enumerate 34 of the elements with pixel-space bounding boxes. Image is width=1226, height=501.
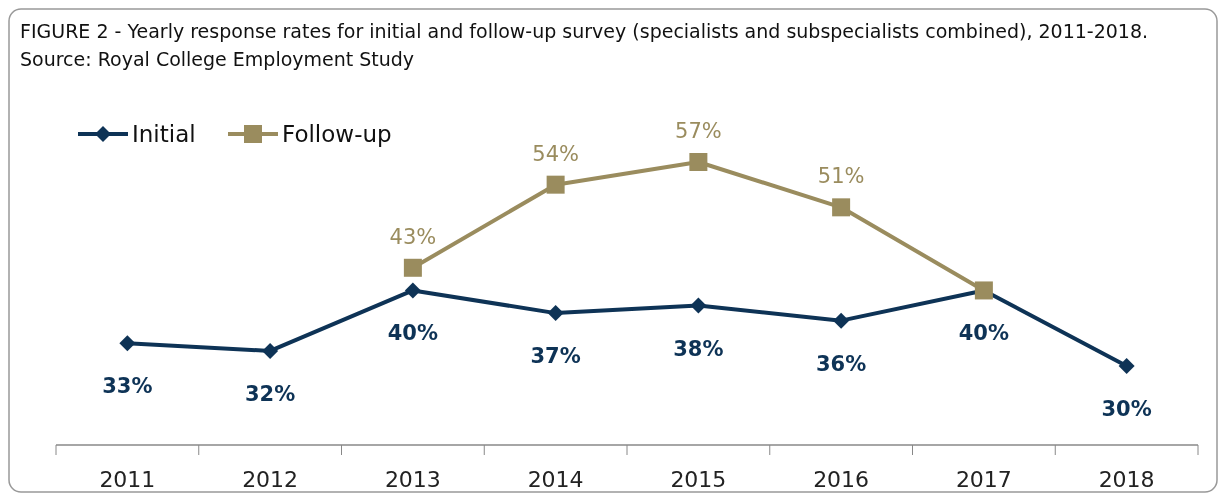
x-tick-label: 2015 [670, 467, 727, 492]
legend-label: Follow-up [282, 121, 392, 147]
point [690, 297, 707, 314]
point [119, 335, 136, 352]
legend-label: Initial [132, 121, 196, 147]
chart-title: FIGURE 2 - Yearly response rates for initial and follow-up survey (specialists and subspecialists combined), 2011-2018. Source: Royal College Employment Study [20, 20, 1149, 70]
point [546, 175, 565, 194]
x-tick-label: 2011 [99, 467, 156, 492]
data-label: 51% [817, 164, 865, 189]
x-tick-label: 2016 [813, 467, 870, 492]
x-tick-label: 2017 [955, 467, 1012, 492]
data-label: 38% [673, 336, 724, 361]
x-tick-label: 2013 [384, 467, 441, 492]
data-label: 33% [102, 374, 153, 399]
point [404, 282, 421, 299]
point [1118, 358, 1135, 374]
data-label: 54% [532, 141, 579, 166]
point [403, 258, 422, 277]
data-label: 30% [1101, 397, 1152, 421]
point [832, 198, 851, 217]
data-label: 40% [958, 321, 1010, 346]
point [689, 153, 708, 171]
data-label: 37% [530, 344, 581, 369]
x-tick-label: 2012 [242, 467, 299, 492]
x-tick-label: 2018 [1098, 467, 1155, 492]
point [262, 342, 279, 359]
data-label: 32% [244, 381, 296, 406]
data-label: 43% [389, 224, 437, 249]
data-label: 57% [675, 119, 722, 143]
data-label: 40% [387, 321, 439, 346]
data-label: 36% [815, 351, 867, 376]
x-tick-label: 2014 [527, 467, 584, 492]
point [833, 312, 850, 329]
point [547, 305, 564, 322]
